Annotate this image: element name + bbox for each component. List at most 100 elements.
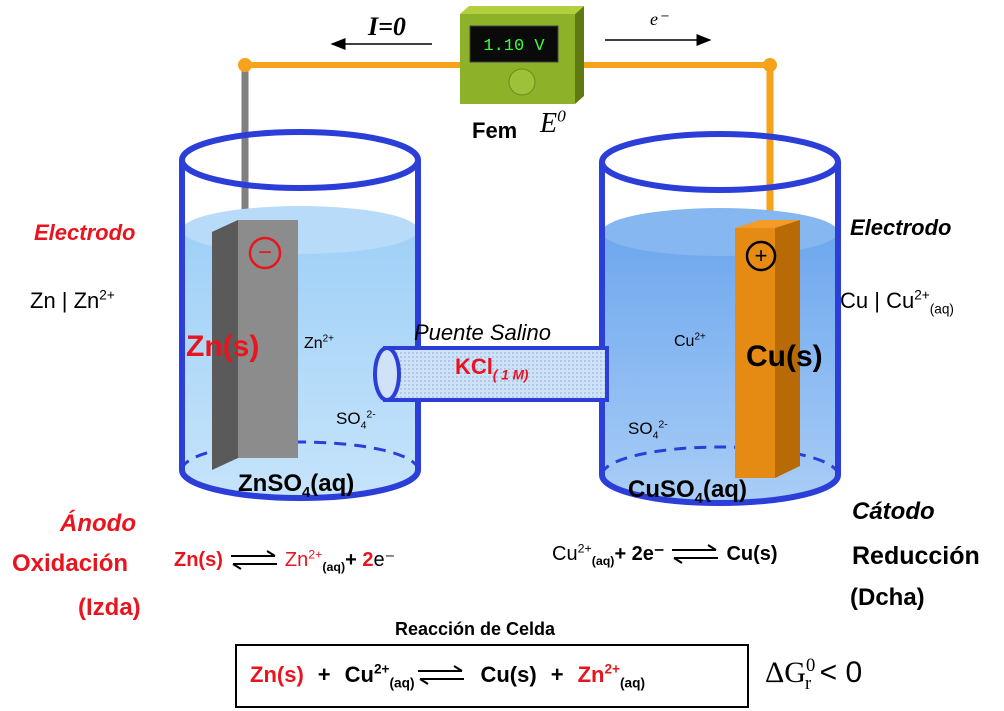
metal: Cu(s): [746, 340, 823, 373]
product: Cu(s): [726, 543, 778, 565]
plus: +: [550, 662, 564, 687]
sup: 2+: [694, 331, 706, 343]
bridge-salt: KCl( 1 M): [455, 354, 528, 382]
couple: Cu | Cu2+(aq): [840, 287, 954, 315]
zinc-electrode: [212, 220, 298, 470]
ion: Cu: [552, 543, 578, 565]
sup: 2+: [914, 287, 930, 303]
metal: Zn(s): [186, 330, 260, 363]
text: Zn | Zn: [30, 288, 100, 313]
charge: 2+: [308, 547, 323, 562]
anion: SO42-: [336, 408, 376, 431]
sub: (aq): [929, 301, 954, 317]
cell-reaction-title: Reacción de Celda: [395, 619, 556, 639]
solution: CuSO4(aq): [628, 476, 747, 507]
sup: 2+: [99, 287, 115, 303]
reaction-box: [235, 644, 749, 708]
salt-bridge: [373, 346, 609, 402]
sup: 2-: [366, 408, 376, 421]
gibbs-condition: ΔG0r < 0: [765, 656, 863, 693]
sub: 4: [302, 484, 311, 501]
sub: 4: [694, 490, 703, 507]
sub: r: [805, 673, 812, 694]
text: Zn: [304, 335, 323, 352]
side: (Dcha): [850, 584, 925, 611]
process: Oxidación: [12, 550, 129, 577]
process: Reducción: [852, 542, 980, 570]
anion: SO42-: [628, 418, 668, 441]
emf-label: Fem: [472, 118, 518, 143]
emf-symbol: E0: [540, 106, 566, 139]
sup: 0: [557, 106, 566, 126]
charge: 2+: [373, 661, 390, 677]
state: (aq): [591, 554, 615, 568]
equilibrium-arrow: [418, 665, 465, 685]
equilibrium-arrow: [672, 544, 719, 564]
ion: Zn2+(aq): [577, 661, 645, 689]
charge: 2+: [604, 661, 620, 677]
electron: e⁻: [373, 549, 396, 571]
text: (aq): [702, 476, 747, 503]
role: Cátodo: [852, 498, 935, 525]
text: SO: [628, 419, 653, 438]
plus: +: [317, 662, 331, 687]
plus: +: [345, 549, 357, 571]
electron: e⁻: [650, 9, 668, 29]
beaker-right: [599, 131, 841, 506]
reactant: Cu2+(aq)+ 2e⁻: [552, 541, 665, 567]
reactant: Zn(s): [174, 549, 223, 571]
product: Cu(s): [480, 662, 537, 687]
state: (aq): [620, 675, 645, 691]
meter-reading: 1.10 V: [483, 37, 545, 56]
symbol: E: [540, 108, 558, 139]
cathode-reaction: Cu2+(aq)+ 2e⁻ Cu(s): [552, 541, 778, 567]
sup: 2+: [322, 333, 334, 345]
text: Cu: [344, 662, 374, 687]
voltmeter: [460, 6, 584, 104]
sub: ( 1 M): [492, 367, 529, 383]
text: Cu | Cu: [840, 288, 915, 313]
text: (aq): [310, 470, 355, 497]
count: 2: [362, 549, 374, 571]
side: (Izda): [78, 594, 141, 621]
ion: Cu2+(aq): [344, 661, 415, 689]
charge: 2+: [577, 541, 592, 556]
current: I=0: [368, 12, 406, 41]
couple: Zn | Zn2+: [30, 287, 115, 313]
cation: Cu2+: [674, 331, 706, 350]
junction: [763, 58, 777, 72]
symbol: ΔG: [765, 656, 806, 689]
copper-electrode: [735, 220, 800, 478]
cell-reaction: Zn(s) + Cu2+(aq) Cu(s) + Zn2+(aq): [250, 661, 645, 689]
sign: −: [258, 239, 272, 266]
text: KCl: [455, 354, 493, 379]
sub: 4: [652, 429, 659, 442]
plus: + 2e⁻: [614, 543, 665, 565]
state: (aq): [389, 675, 415, 691]
sign: +: [755, 243, 768, 268]
text: SO: [336, 409, 361, 428]
electrode-label: Electrodo: [850, 215, 952, 240]
junction: [238, 58, 252, 72]
text: ZnSO: [238, 470, 302, 497]
reactant: Zn(s): [250, 662, 304, 687]
role: Ánodo: [60, 510, 136, 537]
electrode-label: Electrodo: [34, 220, 136, 245]
text: Cu: [674, 333, 695, 350]
condition: < 0: [819, 656, 863, 689]
anode-reaction: Zn(s) Zn2+(aq)+ 2e⁻: [174, 547, 396, 573]
solution: ZnSO4(aq): [238, 470, 355, 501]
equilibrium-arrow: [230, 550, 277, 570]
bridge-label: Puente Salino: [414, 320, 551, 345]
sup: 2-: [658, 418, 668, 431]
text: Zn: [577, 662, 605, 687]
ion: Zn: [284, 549, 309, 571]
cation: Zn2+: [304, 333, 334, 352]
text: CuSO: [628, 476, 695, 503]
sub: 4: [360, 419, 367, 432]
state: (aq): [322, 560, 346, 574]
product: Zn2+(aq)+ 2e⁻: [284, 547, 396, 573]
